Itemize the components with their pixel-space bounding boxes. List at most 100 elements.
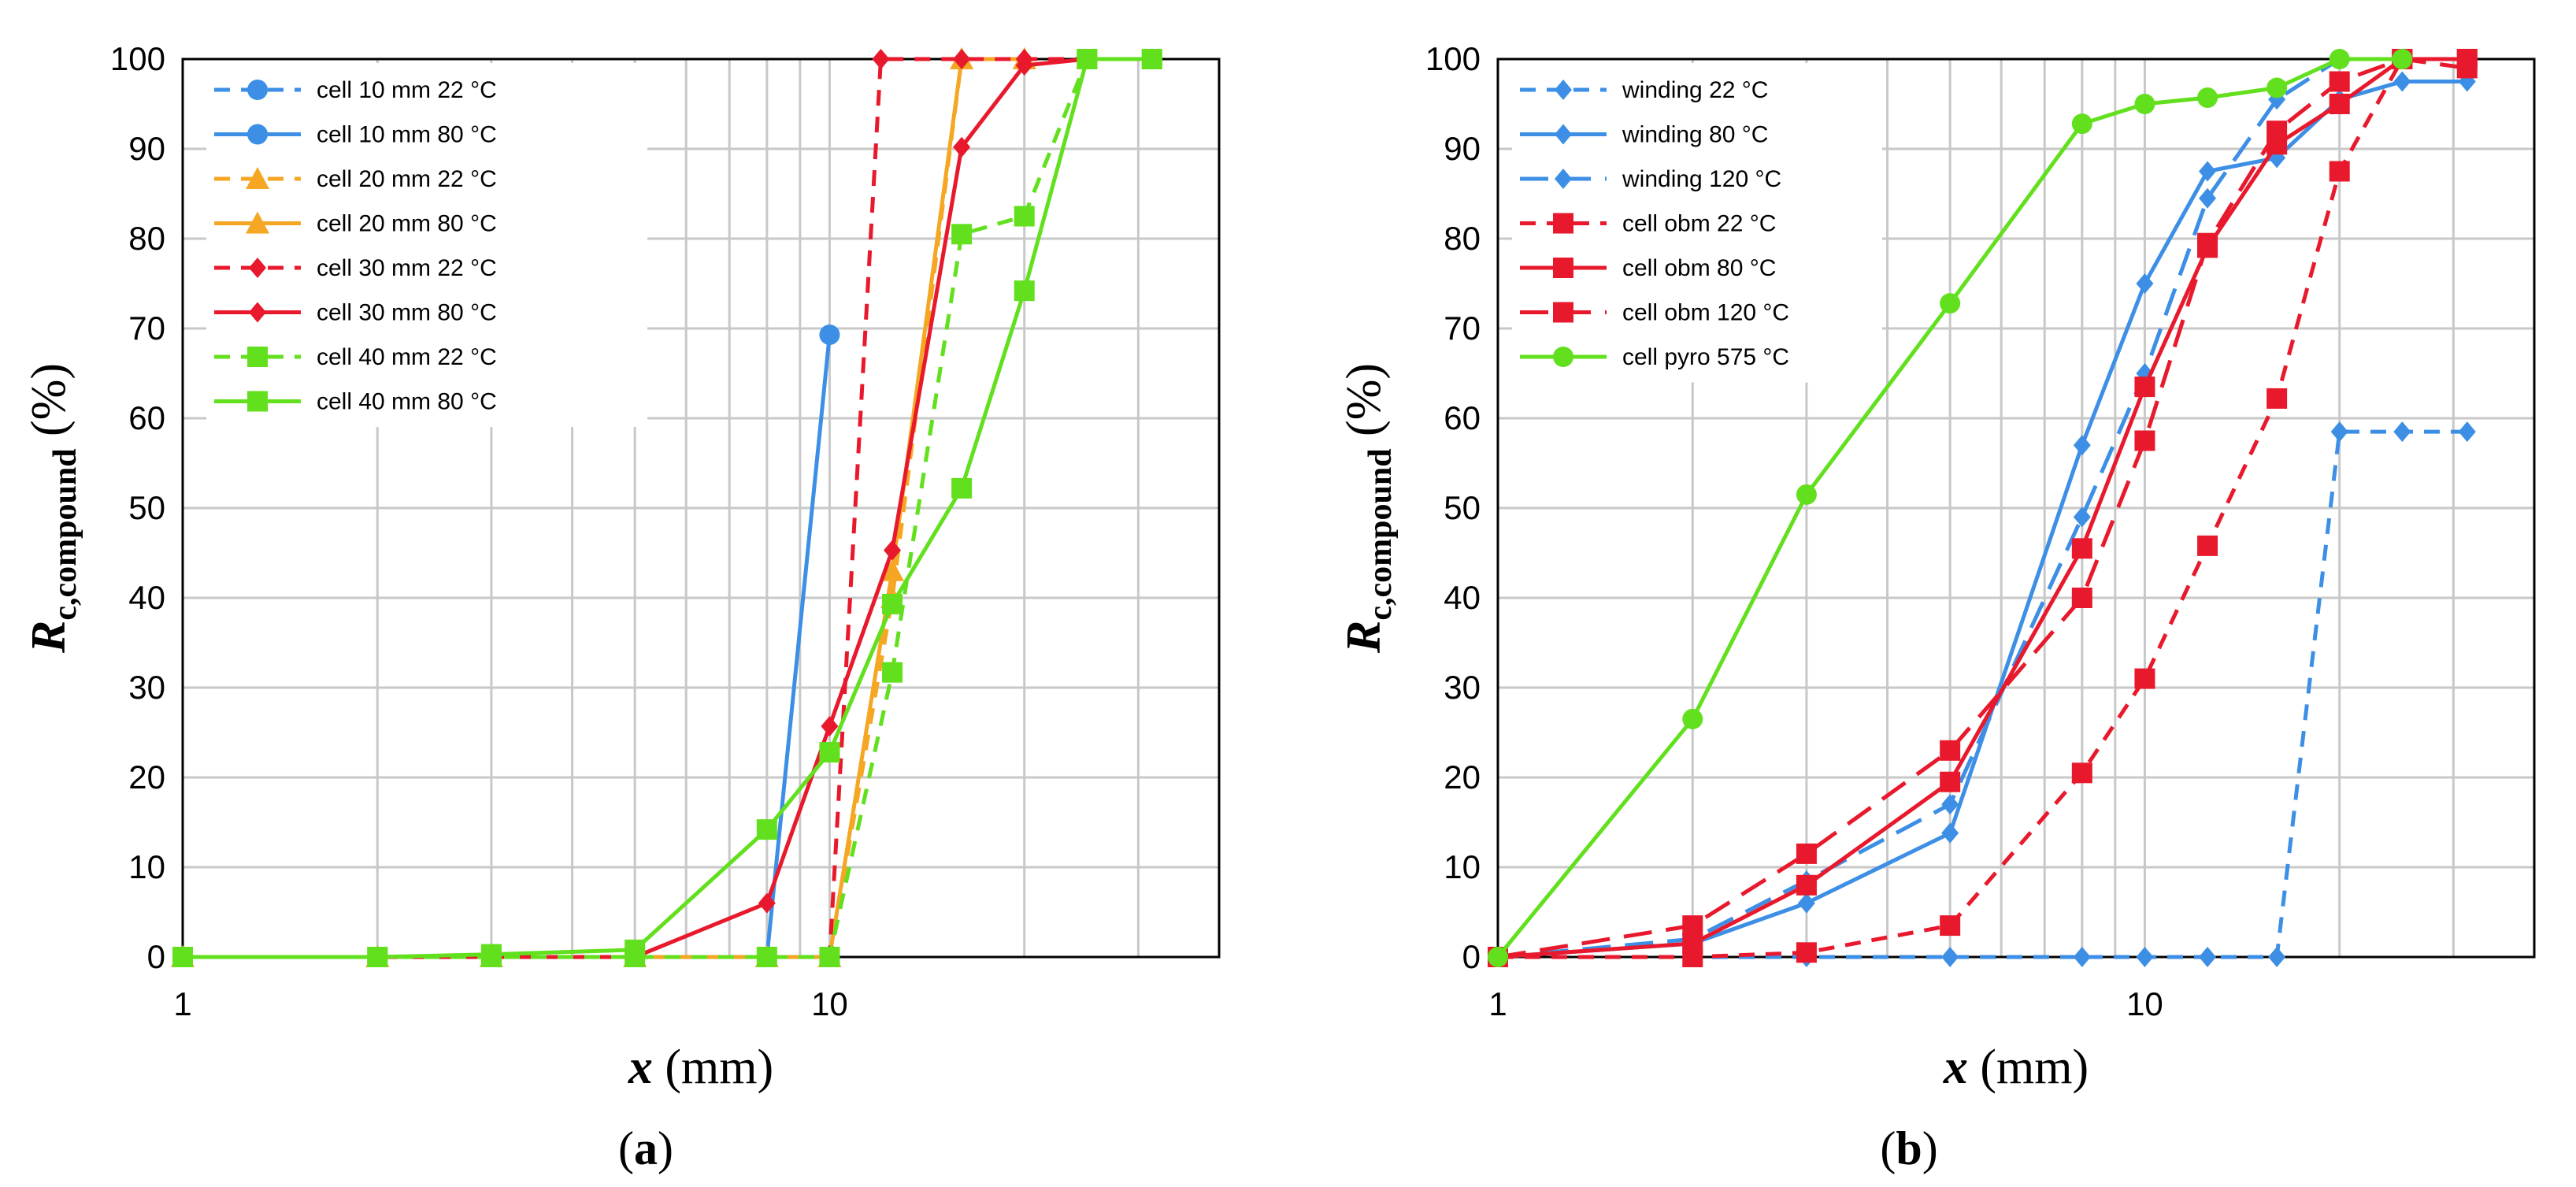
legend-item: cell 30 mm 22 °C [214, 255, 497, 281]
legend-swatch-marker [1555, 124, 1572, 145]
data-point [2458, 421, 2476, 443]
y-tick-label: 60 [128, 399, 165, 436]
legend-item: winding 22 °C [1520, 77, 1768, 103]
panel-label-letter: a [634, 1122, 658, 1174]
y-tick-label: 50 [128, 489, 165, 526]
y-axis-title: Rc,compound (%) [22, 363, 83, 654]
legend: cell 10 mm 22 °C cell 10 mm 80 °C cell 20 … [206, 63, 647, 427]
data-point [2197, 232, 2218, 254]
y-axis-subscript: c,compound [47, 448, 83, 620]
data-point [2136, 273, 2154, 294]
data-point [882, 662, 903, 683]
y-tick-label: 90 [128, 130, 165, 167]
data-point [951, 224, 973, 245]
legend-swatch-marker [1553, 347, 1573, 367]
legend-swatch-marker [1555, 169, 1572, 189]
y-tick-label: 30 [1444, 669, 1481, 706]
data-point [2267, 77, 2288, 98]
legend-swatch-marker [1555, 80, 1572, 100]
y-axis-symbol: R [22, 621, 76, 654]
data-point [2267, 388, 2288, 409]
series-line [1496, 57, 2403, 959]
x-tick-label: 10 [811, 985, 848, 1022]
legend-item: cell 20 mm 22 °C [214, 166, 497, 192]
data-point [2134, 377, 2155, 398]
legend-box [206, 63, 647, 427]
data-point [1488, 947, 1508, 967]
data-point [2134, 430, 2155, 451]
data-point [880, 558, 905, 581]
data-point [2329, 49, 2350, 69]
legend-label: cell obm 120 °C [1622, 300, 1789, 326]
data-point [1796, 874, 1817, 896]
panel-label-letter: b [1896, 1122, 1922, 1174]
legend-swatch-marker [1553, 258, 1573, 278]
data-point [819, 742, 840, 763]
legend-swatch-marker [1553, 213, 1573, 234]
data-point [2134, 94, 2155, 114]
data-point [2073, 506, 2091, 528]
data-point [1077, 49, 1098, 69]
data-point [756, 947, 777, 967]
data-point [2392, 49, 2413, 69]
legend: winding 22 °C winding 80 °C winding 120 °C… [1512, 63, 1882, 383]
data-point [1941, 794, 1959, 815]
legend-swatch-marker [247, 124, 268, 145]
legend-label: winding 80 °C [1622, 122, 1768, 148]
data-point [1940, 771, 1961, 792]
panel-label-close: ) [658, 1122, 673, 1174]
legend-label: cell 30 mm 80 °C [317, 300, 497, 326]
data-point [953, 49, 971, 69]
data-point [1141, 49, 1162, 69]
data-point [882, 593, 903, 614]
legend-label: cell obm 22 °C [1622, 211, 1776, 237]
data-point [2199, 161, 2217, 182]
data-point [1797, 892, 1815, 914]
y-tick-label: 90 [1444, 130, 1481, 167]
y-tick-label: 100 [1425, 40, 1481, 77]
y-tick-label: 100 [110, 40, 165, 77]
legend-label: winding 22 °C [1622, 77, 1768, 103]
panel-label-close: ) [1922, 1122, 1938, 1174]
y-tick-labels: 0 10 20 30 40 50 60 70 80 90 100 [110, 40, 165, 975]
data-point [2134, 668, 2155, 689]
data-point [2199, 947, 2217, 967]
data-point [625, 939, 646, 960]
data-point [1682, 915, 1703, 937]
series-line [1497, 57, 2468, 959]
x-axis-unit: (mm) [653, 1040, 773, 1094]
data-point [1941, 822, 1959, 844]
data-point [1940, 740, 1961, 761]
y-tick-label: 80 [1444, 220, 1481, 257]
data-point [367, 947, 388, 967]
legend-label: cell obm 80 °C [1622, 255, 1776, 281]
legend-item: winding 80 °C [1520, 122, 1768, 148]
legend-label: cell 10 mm 22 °C [317, 77, 497, 103]
legend-swatch-marker [1553, 302, 1573, 323]
y-axis-symbol: R [1337, 621, 1391, 654]
x-tick-label: 1 [1488, 985, 1507, 1022]
data-point [884, 540, 902, 561]
legend-swatch-marker [247, 391, 268, 412]
data-point [1796, 843, 1817, 864]
y-axis-unit: (%) [1337, 363, 1391, 448]
y-tick-labels: 0 10 20 30 40 50 60 70 80 90 100 [1425, 40, 1481, 975]
data-point [951, 477, 973, 499]
x-axis-variable: x [628, 1040, 653, 1094]
data-point [2071, 762, 2092, 784]
y-axis-unit: (%) [22, 363, 76, 448]
data-point [2329, 71, 2350, 92]
data-point [1796, 942, 1817, 963]
legend-swatch-marker [246, 167, 269, 189]
series-line [1498, 57, 2467, 959]
legend-item: cell obm 22 °C [1520, 211, 1776, 237]
data-point [2393, 421, 2411, 443]
legend-item: cell 40 mm 80 °C [214, 389, 497, 415]
data-point [1015, 54, 1033, 76]
data-point [2197, 535, 2218, 556]
panel-label-open: ( [618, 1122, 634, 1174]
series-group [171, 47, 1162, 967]
legend-item: cell obm 120 °C [1520, 300, 1789, 326]
data-point [756, 819, 777, 840]
